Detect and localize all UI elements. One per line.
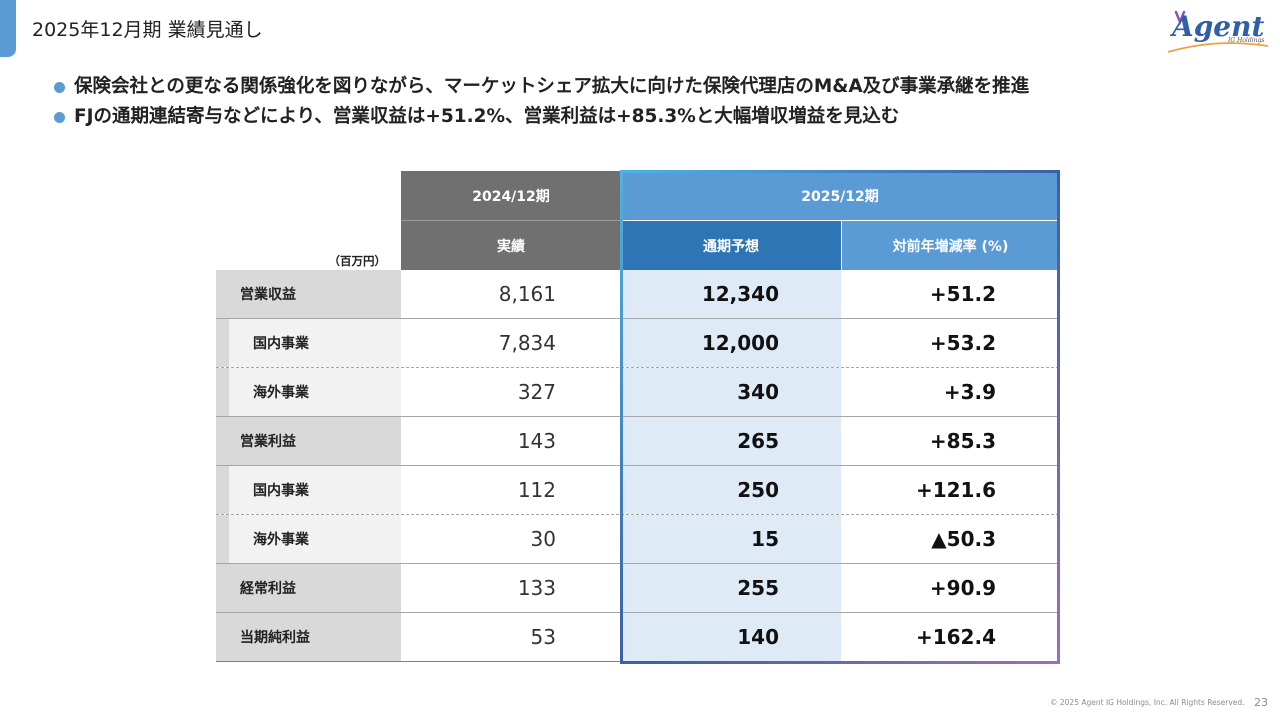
table-row: 当期純利益 53 140 +162.4 — [216, 613, 1059, 662]
table-row: 経常利益 133 255 +90.9 — [216, 564, 1059, 613]
cell-forecast: 140 — [621, 613, 841, 661]
cell-actual: 133 — [517, 576, 556, 600]
results-table: 営業収益 8,161 12,340 +51.2 国内事業 7,834 12,00… — [216, 270, 1059, 662]
row-indent-bar — [216, 515, 229, 563]
row-indent-bar — [216, 368, 229, 416]
bullet-text: FJの通期連結寄与などにより、営業収益は+51.2%、営業利益は+85.3%と大… — [74, 106, 900, 127]
cell-actual: 327 — [517, 380, 556, 404]
cell-forecast: 265 — [621, 417, 841, 465]
cell-change: +121.6 — [915, 478, 996, 502]
cell-actual: 30 — [530, 527, 556, 551]
row-label: 海外事業 — [229, 368, 401, 416]
cell-forecast: 340 — [621, 368, 841, 416]
cell-change: +3.9 — [943, 380, 996, 404]
cell-change: +90.9 — [929, 576, 996, 600]
cell-actual: 53 — [530, 625, 556, 649]
header-forecast: 通期予想 — [621, 220, 841, 270]
row-label: 海外事業 — [229, 515, 401, 563]
header-change: 対前年増減率 (%) — [841, 220, 1059, 270]
bullet-dot-icon — [54, 82, 65, 93]
footer-copyright: © 2025 Agent IG Holdings, Inc. All Right… — [1050, 698, 1245, 707]
logo-wordmark: Agent — [1169, 10, 1264, 43]
table-row: 海外事業 30 15 ▲50.3 — [216, 515, 1059, 564]
cell-actual: 112 — [517, 478, 556, 502]
row-label: 営業収益 — [216, 270, 401, 318]
row-label: 当期純利益 — [216, 613, 401, 661]
unit-label: （百万円） — [328, 254, 387, 268]
bullet-dot-icon — [54, 112, 65, 123]
table-row: 営業利益 143 265 +85.3 — [216, 417, 1059, 466]
header-actual: 実績 — [401, 220, 621, 270]
cell-actual: 8,161 — [498, 282, 556, 306]
cell-change: +51.2 — [929, 282, 996, 306]
header-period-next: 2025/12期 — [621, 171, 1059, 220]
cell-actual: 7,834 — [498, 331, 556, 355]
company-logo: Agent IG Holdings — [1167, 10, 1269, 53]
logo-subtext: IG Holdings — [1227, 37, 1264, 44]
cell-change: +162.4 — [915, 625, 996, 649]
cell-forecast: 12,340 — [621, 270, 841, 318]
cell-forecast: 15 — [621, 515, 841, 563]
bullet-text: 保険会社との更なる関係強化を図りながら、マーケットシェア拡大に向けた保険代理店の… — [74, 76, 1030, 97]
table-row: 国内事業 112 250 +121.6 — [216, 466, 1059, 515]
table-row: 営業収益 8,161 12,340 +51.2 — [216, 270, 1059, 319]
cell-forecast: 250 — [621, 466, 841, 514]
table-row: 国内事業 7,834 12,000 +53.2 — [216, 319, 1059, 368]
cell-change: ▲50.3 — [931, 527, 996, 551]
summary-bullet: 保険会社との更なる関係強化を図りながら、マーケットシェア拡大に向けた保険代理店の… — [54, 72, 1234, 102]
row-label: 国内事業 — [229, 319, 401, 367]
cell-forecast: 255 — [621, 564, 841, 612]
cell-actual: 143 — [517, 429, 556, 453]
row-indent-bar — [216, 319, 229, 367]
summary-bullet: FJの通期連結寄与などにより、営業収益は+51.2%、営業利益は+85.3%と大… — [54, 102, 1234, 132]
cell-forecast: 12,000 — [621, 319, 841, 367]
page-number: 23 — [1254, 696, 1268, 709]
cell-change: +85.3 — [929, 429, 996, 453]
table-row: 海外事業 327 340 +3.9 — [216, 368, 1059, 417]
row-indent-bar — [216, 466, 229, 514]
row-label: 経常利益 — [216, 564, 401, 612]
title-accent-tab — [0, 0, 16, 57]
page-title: 2025年12月期 業績見通し — [32, 19, 263, 41]
summary-bullets: 保険会社との更なる関係強化を図りながら、マーケットシェア拡大に向けた保険代理店の… — [54, 72, 1234, 132]
row-label: 営業利益 — [216, 417, 401, 465]
cell-change: +53.2 — [929, 331, 996, 355]
header-period-prev: 2024/12期 — [401, 171, 621, 220]
row-label: 国内事業 — [229, 466, 401, 514]
